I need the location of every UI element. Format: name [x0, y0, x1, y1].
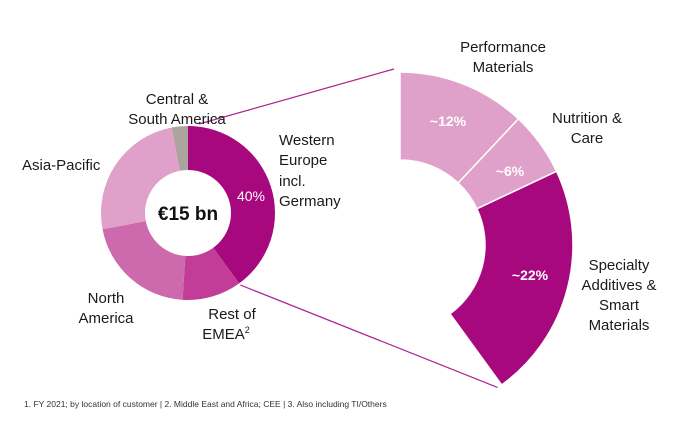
label-line: incl. — [279, 173, 306, 190]
label-performance-materials: Performance Materials — [460, 39, 546, 76]
label-text: EMEA — [202, 326, 245, 343]
label-line: Rest of — [208, 306, 256, 323]
label-nutrition-care: Nutrition & Care — [552, 110, 622, 147]
label-line: Specialty — [589, 257, 650, 274]
label-line: Western — [279, 132, 335, 149]
label-asia-pacific: Asia-Pacific — [22, 157, 101, 174]
label-line: Care — [571, 130, 604, 147]
donut-slice-rest-of-emea — [182, 247, 240, 300]
region-donut-chart — [101, 126, 275, 300]
western-europe-percent-label: 40% — [237, 188, 265, 204]
label-line: Smart — [599, 297, 640, 314]
label-line: EMEA2 — [202, 325, 250, 343]
label-line: Europe — [279, 152, 327, 169]
label-line: Materials — [473, 59, 534, 76]
donut-slice-north-america — [102, 221, 186, 300]
label-line: Asia-Pacific — [22, 157, 101, 174]
connector-lines — [198, 68, 498, 388]
label-line: North — [88, 290, 125, 307]
donut-slice-western-europe-incl-germany — [188, 126, 275, 284]
label-western-europe: Western Europe incl. Germany — [279, 132, 341, 210]
label-line: Germany — [279, 193, 341, 210]
donut-slice-central-south-america — [171, 126, 188, 171]
label-central-south-america: Central & South America — [128, 91, 226, 128]
performance-materials-percent-label: ~12% — [430, 113, 467, 129]
label-line: South America — [128, 111, 226, 128]
footnote: 1. FY 2021; by location of customer | 2.… — [24, 399, 387, 409]
nutrition-care-percent-label: ~6% — [496, 163, 525, 179]
arc-slice-specialty-additives-smart-materials — [448, 170, 574, 387]
label-line: America — [78, 310, 134, 327]
donut-center-label: €15 bn — [158, 204, 218, 225]
label-line: Central & — [146, 91, 209, 108]
connector-line-bottom — [240, 284, 498, 388]
label-line: Materials — [589, 317, 650, 334]
segment-breakdown-arc — [399, 71, 574, 387]
donut-slice-asia-pacific — [101, 127, 180, 230]
connector-line-top — [198, 68, 395, 125]
label-line: Nutrition & — [552, 110, 622, 127]
label-north-america: North America — [78, 290, 134, 327]
label-line: Additives & — [581, 277, 656, 294]
label-line: Performance — [460, 39, 546, 56]
label-specialty-additives: Specialty Additives & Smart Materials — [581, 257, 656, 334]
label-rest-of-emea: Rest of EMEA2 — [202, 306, 256, 343]
specialty-additives-percent-label: ~22% — [512, 267, 549, 283]
footnote-superscript: 2 — [245, 325, 250, 335]
